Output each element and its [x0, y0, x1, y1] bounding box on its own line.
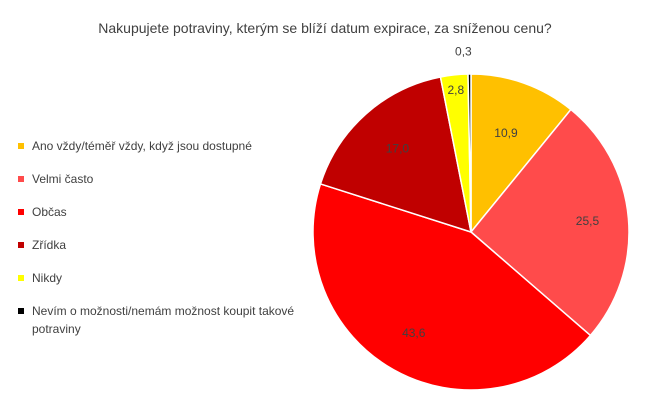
chart-title: Nakupujete potraviny, kterým se blíží da… — [98, 20, 552, 36]
legend-label-vzdy: Ano vždy/téměř vždy, když jsou dostupné — [32, 139, 252, 153]
pie-slice-obcas — [312, 182, 592, 391]
legend-item-nikdy: Nikdy — [18, 269, 318, 287]
legend-label-velmi-casto: Velmi často — [32, 172, 94, 186]
pie-slice-zridka — [319, 76, 472, 234]
legend-swatch-velmi-casto — [18, 176, 24, 182]
legend: Ano vždy/téměř vždy, když jsou dostupné … — [18, 137, 318, 353]
pie-slice-vzdy — [470, 73, 572, 235]
data-label-vzdy: 10,9 — [494, 126, 518, 140]
legend-swatch-obcas — [18, 209, 24, 215]
legend-label-nikdy: Nikdy — [32, 271, 63, 285]
legend-item-nevim: Nevím o možnosti/nemám možnost koupit ta… — [18, 302, 318, 338]
legend-swatch-nevim — [18, 308, 24, 314]
legend-item-vzdy: Ano vždy/téměř vždy, když jsou dostupné — [18, 137, 318, 155]
pie-slice-velmi-casto — [469, 108, 630, 337]
legend-item-velmi-casto: Velmi často — [18, 170, 318, 188]
legend-item-zridka: Zřídka — [18, 236, 318, 254]
data-label-nikdy: 2,8 — [448, 83, 465, 97]
legend-item-obcas: Občas — [18, 203, 318, 221]
legend-label-obcas: Občas — [32, 205, 67, 219]
legend-swatch-vzdy — [18, 143, 24, 149]
data-label-nevim: 0,3 — [455, 44, 472, 58]
legend-label-nevim: Nevím o možnosti/nemám možnost koupit ta… — [32, 304, 295, 336]
legend-swatch-nikdy — [18, 275, 24, 281]
legend-label-zridka: Zřídka — [32, 238, 67, 252]
data-label-velmi-casto: 25,5 — [576, 214, 600, 228]
data-label-obcas: 43,6 — [402, 326, 426, 340]
data-label-zridka: 17,0 — [386, 142, 410, 156]
legend-swatch-zridka — [18, 242, 24, 248]
pie-slice-nevim — [467, 73, 472, 233]
